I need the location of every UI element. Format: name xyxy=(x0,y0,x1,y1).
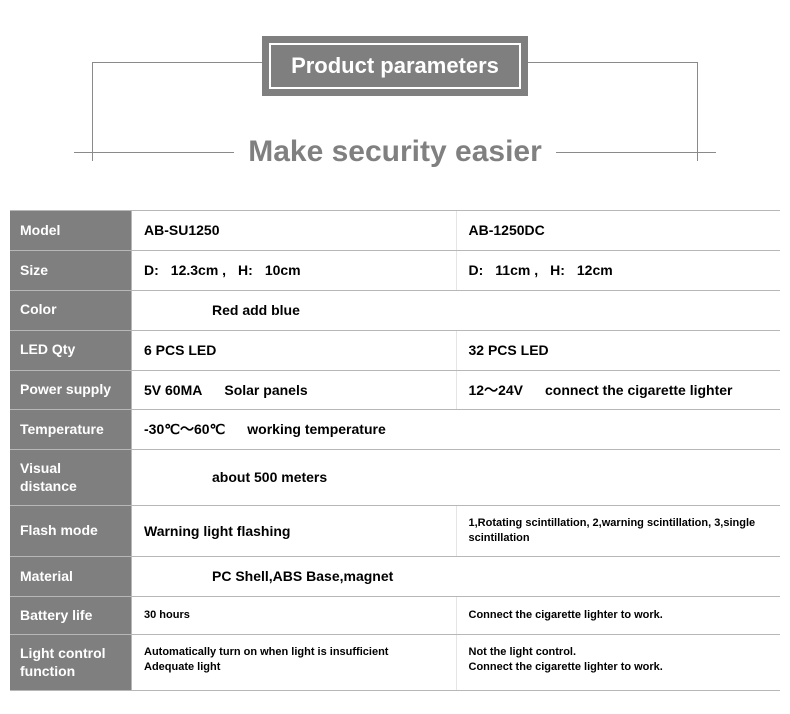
value-cell-right: Not the light control.Connect the cigare… xyxy=(456,635,781,690)
row-label: Light control function xyxy=(10,635,132,690)
table-row: Temperature -30℃～60℃ working temperature xyxy=(10,409,780,449)
power-main: 12～24V xyxy=(469,381,523,400)
power-note: connect the cigarette lighter xyxy=(545,381,732,400)
value-line: Adequate light xyxy=(144,660,444,675)
value-cell-right: 12～24V connect the cigarette lighter xyxy=(456,371,781,410)
tagline-row: Make security easier xyxy=(0,135,790,169)
size-h-value: 10cm xyxy=(265,261,301,280)
value-line: Not the light control. xyxy=(469,645,769,660)
size-d-value: 11cm , xyxy=(495,261,538,280)
value-cell: Red add blue xyxy=(132,291,780,330)
row-values: Warning light flashing 1,Rotating scintil… xyxy=(132,506,780,556)
value-right: AB-1250DC xyxy=(469,221,545,240)
spec-table: Model AB-SU1250 AB-1250DC Size D: 12.3cm , H: 1… xyxy=(10,210,780,691)
row-label: Temperature xyxy=(10,410,132,449)
header: Product parameters Make security easier xyxy=(0,0,790,96)
row-label: Color xyxy=(10,291,132,330)
value-cell-left: 30 hours xyxy=(132,597,456,635)
value-right: 32 PCS LED xyxy=(469,341,549,360)
value-cell: about 500 meters xyxy=(132,450,780,505)
row-label: Flash mode xyxy=(10,506,132,556)
row-label: Power supply xyxy=(10,371,132,410)
value-cell-left: AB-SU1250 xyxy=(132,211,456,250)
page-title: Product parameters xyxy=(291,53,499,79)
table-row: Power supply 5V 60MA Solar panels 12～24V con… xyxy=(10,370,780,410)
row-label: Material xyxy=(10,557,132,596)
row-values: about 500 meters xyxy=(132,450,780,505)
value-right: Connect the cigarette lighter to work. xyxy=(469,608,663,623)
value-left: Warning light flashing xyxy=(144,522,290,541)
row-label: LED Qty xyxy=(10,331,132,370)
size-d-label: D: xyxy=(144,261,159,280)
row-values: 30 hours Connect the cigarette lighter to… xyxy=(132,597,780,635)
title-box: Product parameters xyxy=(0,36,790,96)
title-inner-border: Product parameters xyxy=(269,43,521,89)
temp-value: -30℃～60℃ xyxy=(144,420,225,439)
value-cell-right: D: 11cm , H: 12cm xyxy=(456,251,781,290)
value-left: 6 PCS LED xyxy=(144,341,216,360)
row-values: AB-SU1250 AB-1250DC xyxy=(132,211,780,250)
value: PC Shell,ABS Base,magnet xyxy=(212,567,393,586)
value-line: Connect the cigarette lighter to work. xyxy=(469,660,769,675)
value-cell: PC Shell,ABS Base,magnet xyxy=(132,557,780,596)
value-cell-right: AB-1250DC xyxy=(456,211,781,250)
row-label: Battery life xyxy=(10,597,132,635)
title-outer-border: Product parameters xyxy=(262,36,528,96)
size-h-value: 12cm xyxy=(577,261,613,280)
row-values: D: 12.3cm , H: 10cm D: 11cm , H: 12cm xyxy=(132,251,780,290)
value-cell-left: 6 PCS LED xyxy=(132,331,456,370)
power-note: Solar panels xyxy=(224,381,307,400)
row-label: Visual distance xyxy=(10,450,132,505)
table-row: Battery life 30 hours Connect the cigarett… xyxy=(10,596,780,635)
value-cell-right: Connect the cigarette lighter to work. xyxy=(456,597,781,635)
value: Red add blue xyxy=(212,301,300,320)
size-h-label: H: xyxy=(550,261,565,280)
table-row: Size D: 12.3cm , H: 10cm D: 11cm , H: 12cm xyxy=(10,250,780,290)
power-main: 5V 60MA xyxy=(144,381,202,400)
value-cell: -30℃～60℃ working temperature xyxy=(132,410,780,449)
table-row: LED Qty 6 PCS LED 32 PCS LED xyxy=(10,330,780,370)
value-cell-left: Warning light flashing xyxy=(132,506,456,556)
value-line: Automatically turn on when light is insu… xyxy=(144,645,444,660)
value-cell-left: D: 12.3cm , H: 10cm xyxy=(132,251,456,290)
row-values: PC Shell,ABS Base,magnet xyxy=(132,557,780,596)
value-right: 1,Rotating scintillation, 2,warning scin… xyxy=(469,516,769,546)
row-values: Automatically turn on when light is insu… xyxy=(132,635,780,690)
tagline-rule-right xyxy=(556,152,716,153)
table-row: Flash mode Warning light flashing 1,Rotati… xyxy=(10,505,780,556)
value-cell-right: 1,Rotating scintillation, 2,warning scin… xyxy=(456,506,781,556)
row-values: 5V 60MA Solar panels 12～24V connect the cig… xyxy=(132,371,780,410)
row-values: Red add blue xyxy=(132,291,780,330)
temp-note: working temperature xyxy=(247,420,385,439)
size-d-value: 12.3cm , xyxy=(171,261,226,280)
tagline: Make security easier xyxy=(248,135,542,169)
row-label: Model xyxy=(10,211,132,250)
tagline-rule-left xyxy=(74,152,234,153)
value: about 500 meters xyxy=(212,468,327,487)
value-cell-left: Automatically turn on when light is insu… xyxy=(132,635,456,690)
table-row: Model AB-SU1250 AB-1250DC xyxy=(10,210,780,250)
row-values: -30℃～60℃ working temperature xyxy=(132,410,780,449)
table-row: Color Red add blue xyxy=(10,290,780,330)
value-cell-left: 5V 60MA Solar panels xyxy=(132,371,456,410)
value-left: 30 hours xyxy=(144,608,190,623)
row-values: 6 PCS LED 32 PCS LED xyxy=(132,331,780,370)
row-label: Size xyxy=(10,251,132,290)
table-row: Light control function Automatically turn… xyxy=(10,634,780,691)
size-d-label: D: xyxy=(469,261,484,280)
value-cell-right: 32 PCS LED xyxy=(456,331,781,370)
value-left: AB-SU1250 xyxy=(144,221,219,240)
size-h-label: H: xyxy=(238,261,253,280)
table-row: Visual distance about 500 meters xyxy=(10,449,780,505)
table-row: Material PC Shell,ABS Base,magnet xyxy=(10,556,780,596)
